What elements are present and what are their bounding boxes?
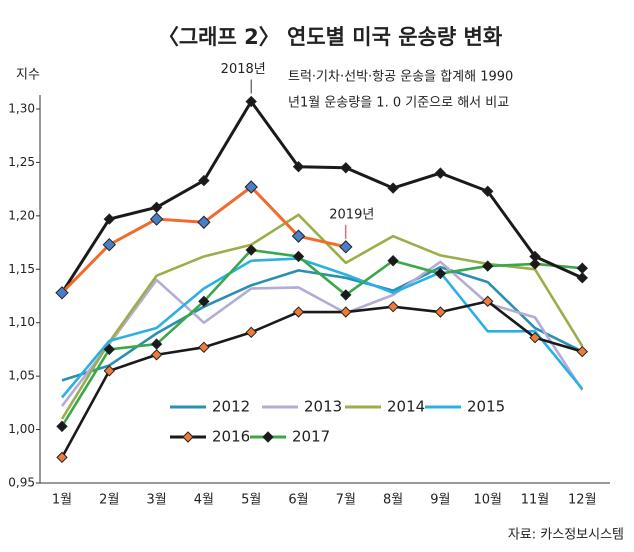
point-marker	[576, 262, 589, 274]
point-marker	[102, 238, 117, 252]
y-tick-label: 1,10	[8, 315, 35, 329]
series-line	[61, 265, 583, 382]
point-marker	[340, 306, 352, 318]
x-tick-label: 2월	[99, 493, 119, 508]
x-tick-label: 5월	[241, 493, 261, 508]
point-marker	[149, 212, 164, 226]
y-tick-label: 1,15	[8, 262, 35, 276]
series-line	[60, 100, 583, 294]
annotation: 2019년	[329, 207, 374, 222]
legend-label: 2016	[212, 428, 250, 446]
legend-marker	[262, 431, 274, 443]
legend-label: 2012	[212, 398, 250, 416]
point-marker	[387, 182, 399, 194]
series-line	[60, 213, 584, 420]
y-tick-label: 0,95	[8, 476, 35, 490]
point-marker	[197, 215, 211, 229]
source: 자료: 카스정보시스템	[508, 528, 624, 543]
legend-label: 2017	[292, 428, 330, 446]
y-axis-label: 지수	[16, 68, 40, 83]
point-marker	[103, 365, 116, 377]
x-tick-label: 12월	[568, 493, 597, 508]
x-tick-label: 8월	[383, 493, 403, 508]
point-marker	[198, 295, 210, 308]
note: 트럭·기차·선박·항공 운송을 합계해 1990	[288, 70, 513, 85]
point-marker	[198, 174, 210, 187]
point-marker	[245, 244, 257, 256]
point-marker	[529, 331, 541, 344]
point-marker	[481, 185, 494, 197]
y-tick-label: 1,05	[8, 369, 35, 383]
point-marker	[434, 267, 447, 280]
x-tick-label: 1월	[52, 493, 72, 508]
point-marker	[529, 258, 541, 270]
series-line	[60, 248, 583, 428]
point-marker	[434, 306, 447, 318]
y-tick-label: 1,30	[8, 102, 35, 116]
point-marker	[340, 162, 352, 174]
point-marker	[244, 180, 258, 194]
point-marker	[387, 255, 399, 267]
legend-label: 2014	[387, 398, 425, 416]
point-marker	[150, 338, 163, 350]
point-marker	[434, 167, 447, 179]
chart-title: 〈그래프 2〉 연도별 미국 운송량 변화	[158, 25, 503, 49]
annotation: 2018년	[221, 62, 266, 77]
series-line	[60, 185, 347, 294]
point-marker	[245, 326, 257, 339]
point-marker	[245, 95, 257, 108]
point-marker	[387, 300, 399, 313]
point-marker	[55, 286, 69, 300]
x-tick-label: 9월	[430, 493, 450, 508]
x-tick-label: 4월	[194, 493, 214, 508]
series-line	[60, 260, 584, 407]
note: 년1월 운송량을 1. 0 기준으로 해서 비교	[288, 96, 509, 111]
x-tick-label: 10월	[473, 493, 502, 508]
y-tick-label: 1,25	[8, 155, 35, 169]
legend-marker	[182, 431, 194, 443]
point-marker	[292, 306, 305, 318]
point-marker	[292, 160, 305, 173]
point-marker	[292, 250, 305, 263]
legend-label: 2015	[467, 398, 505, 416]
point-marker	[339, 240, 353, 254]
x-tick-label: 6월	[288, 493, 308, 508]
legend-label: 2013	[304, 398, 342, 416]
point-marker	[103, 343, 116, 356]
x-tick-label: 7월	[336, 493, 356, 508]
point-marker	[576, 272, 589, 284]
x-tick-label: 3월	[146, 493, 166, 508]
point-marker	[198, 341, 210, 353]
point-marker	[103, 213, 116, 225]
point-marker	[150, 349, 163, 361]
y-tick-label: 1,20	[8, 208, 35, 222]
point-marker	[291, 229, 306, 243]
point-marker	[529, 250, 541, 263]
series-line	[60, 300, 583, 458]
point-marker	[576, 345, 589, 358]
y-tick-label: 1,00	[8, 422, 35, 436]
point-marker	[481, 295, 494, 308]
point-marker	[150, 201, 163, 214]
series-line	[61, 257, 584, 399]
point-marker	[340, 289, 352, 301]
x-tick-label: 11월	[521, 493, 550, 508]
point-marker	[56, 420, 68, 433]
point-marker	[56, 451, 68, 464]
point-marker	[481, 260, 494, 272]
